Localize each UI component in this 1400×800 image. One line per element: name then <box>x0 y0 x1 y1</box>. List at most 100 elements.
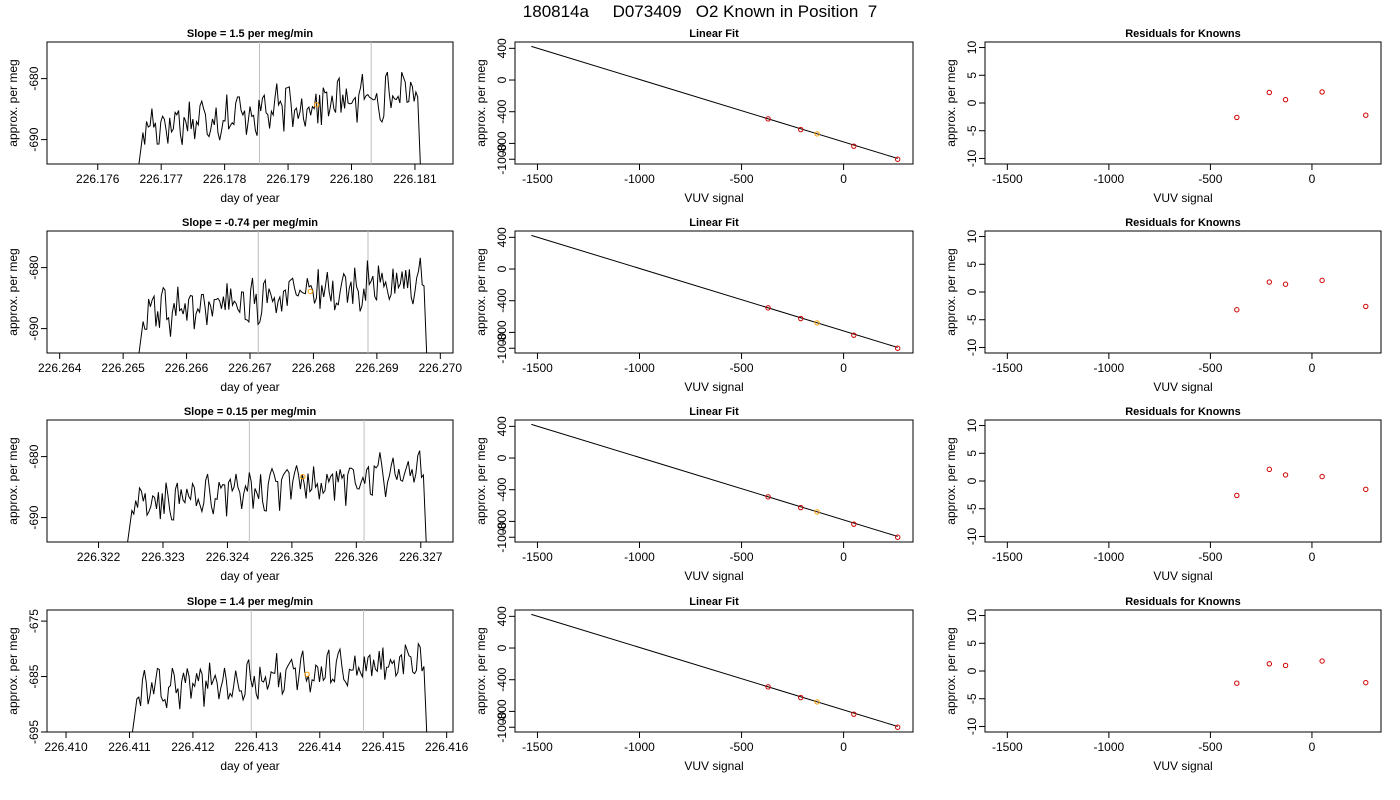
known-point <box>851 143 857 149</box>
y-tick-label: -800 <box>495 509 509 533</box>
panel-r4-linear-fit: Linear Fit-1500 -1000 -500 0-1000-800-40004… <box>474 596 914 773</box>
plot-frame <box>984 230 1382 354</box>
known-point <box>765 494 771 500</box>
y-tick-label: 400 <box>495 606 509 626</box>
plot-frame <box>984 419 1382 543</box>
x-tick-label: 0 <box>1309 550 1316 564</box>
known-point <box>798 126 804 133</box>
known-point <box>851 332 857 338</box>
fit-line <box>531 613 898 727</box>
plot-frame <box>46 41 454 165</box>
x-tick-label: -500 <box>1198 740 1222 754</box>
panel-title: Slope = 1.5 per meg/min <box>187 28 314 40</box>
y-tick-label: 5 <box>965 640 979 647</box>
x-tick-label: 226.410 <box>44 740 88 754</box>
panel-title: Residuals for Knowns <box>1125 28 1241 40</box>
known-point <box>1282 662 1289 669</box>
y-tick-label: -400 <box>495 477 509 501</box>
plot-frame <box>514 41 914 165</box>
panel-r4-timeseries: Slope = 1.4 per meg/min 226.410 226.411 226… <box>6 596 469 773</box>
known-point <box>1282 281 1289 287</box>
highlight-point <box>814 131 820 137</box>
panel-title: Residuals for Knowns <box>1125 596 1241 608</box>
y-axis-label: approx. per meg <box>474 248 488 335</box>
y-tick-label: -400 <box>495 667 509 691</box>
x-tick-label: -500 <box>1198 550 1222 564</box>
data-trace <box>127 450 427 542</box>
y-axis-label: approx. per meg <box>944 248 958 335</box>
y-axis-label: approx. per meg <box>474 437 488 524</box>
y-tick-label: -5 <box>965 314 979 325</box>
x-axis-label: day of year <box>220 380 279 394</box>
y-tick-label: 0 <box>495 265 509 272</box>
x-tick-label: 226.180 <box>330 172 374 186</box>
x-tick-label: 226.411 <box>108 740 151 754</box>
highlight-point <box>307 288 313 295</box>
x-tick-label: 226.326 <box>335 550 379 564</box>
y-tick-label: 400 <box>495 38 509 58</box>
y-axis-label: approx. per meg <box>6 59 20 146</box>
panel-title: Linear Fit <box>689 596 739 608</box>
x-tick-label: 226.178 <box>203 172 247 186</box>
x-tick-label: -1500 <box>522 740 553 754</box>
x-axis-label: day of year <box>220 191 279 205</box>
fit-line <box>531 423 898 537</box>
x-tick-label: 0 <box>1309 172 1316 186</box>
x-tick-label: 226.322 <box>77 550 121 564</box>
y-tick-label: -1000 <box>495 333 509 364</box>
panel-r1-residuals: Residuals for Knowns -1500 -1000 -500 0 -10 -5… <box>944 28 1382 205</box>
known-point <box>1282 472 1289 478</box>
x-tick-label: -500 <box>1198 361 1222 375</box>
x-axis-label: day of year <box>220 569 279 583</box>
figure-title: 180814a D073409 O2 Known in Position 7 <box>522 2 878 21</box>
fit-line <box>531 234 898 348</box>
y-tick-label: -690 <box>27 316 41 340</box>
known-point <box>765 305 771 311</box>
known-point <box>1363 486 1369 493</box>
known-point <box>765 684 771 690</box>
y-tick-label: 400 <box>495 227 509 247</box>
known-point <box>765 116 771 122</box>
y-axis-label: approx. per meg <box>474 627 488 714</box>
y-tick-label: -690 <box>27 505 41 529</box>
x-tick-label: -500 <box>1198 172 1222 186</box>
plot-frame <box>514 230 914 354</box>
x-tick-label: 226.264 <box>38 361 82 375</box>
x-tick-label: 0 <box>1309 361 1316 375</box>
known-point <box>1234 114 1240 121</box>
known-point <box>1282 96 1289 103</box>
y-tick-label: -1000 <box>495 144 509 175</box>
y-tick-label: 0 <box>495 76 509 83</box>
y-tick-label: 10 <box>965 41 979 55</box>
known-point <box>894 534 901 540</box>
y-tick-label: 0 <box>965 667 979 674</box>
y-tick-label: -800 <box>495 131 509 155</box>
x-tick-label: -1500 <box>522 172 553 186</box>
y-tick-label: -400 <box>495 288 509 312</box>
known-point <box>1363 112 1369 118</box>
x-axis-label: day of year <box>220 759 279 773</box>
x-tick-label: 226.323 <box>141 550 185 564</box>
highlight-point <box>814 509 820 515</box>
x-tick-label: -1500 <box>522 550 553 564</box>
y-tick-label: 10 <box>965 609 979 623</box>
panel-title: Linear Fit <box>689 406 739 418</box>
y-tick-label: 0 <box>495 454 509 461</box>
y-tick-label: -10 <box>965 527 979 545</box>
y-tick-label: 0 <box>965 288 979 295</box>
known-point <box>798 694 804 701</box>
highlight-point <box>300 474 306 480</box>
x-tick-label: 226.268 <box>292 361 336 375</box>
x-tick-label: -1000 <box>1094 550 1125 564</box>
panel-title: Slope = -0.74 per meg/min <box>182 217 318 229</box>
known-point <box>894 156 901 162</box>
x-tick-label: -1500 <box>992 361 1023 375</box>
known-point <box>798 504 804 511</box>
x-tick-label: 226.267 <box>228 361 272 375</box>
known-point <box>1319 277 1325 284</box>
y-tick-label: -680 <box>27 255 41 279</box>
x-tick-label: 226.179 <box>266 172 310 186</box>
known-point <box>1319 473 1325 480</box>
